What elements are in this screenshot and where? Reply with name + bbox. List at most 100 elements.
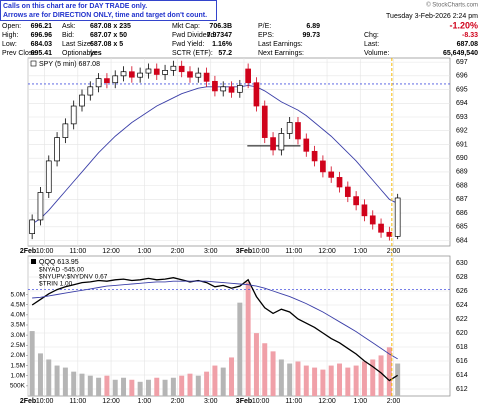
quote-value: -8.33 [462, 32, 478, 39]
x-tick-label: 3Feb [236, 398, 252, 405]
x-tick-label: 3:00 [204, 248, 218, 255]
y-tick-label: 694 [456, 100, 468, 107]
y-tick-label: 684 [456, 237, 468, 244]
volume-bar [179, 375, 185, 396]
y-tick-label: 612 [456, 386, 468, 393]
legend: $NYUPV:$NYDNV 0.67 [39, 274, 108, 281]
volume-tick-label: 4.0M [11, 312, 25, 319]
quote-value: 695.41 [31, 50, 53, 57]
volume-bar [262, 343, 268, 396]
volume-tick-label: 500K [10, 383, 26, 390]
volume-bar [162, 379, 168, 396]
volume-bar [87, 375, 93, 396]
y-tick-label: 622 [456, 316, 468, 323]
candle-body [79, 94, 85, 107]
quote-label: Last Earnings: [258, 41, 303, 48]
volume-tick-label: 1.0M [11, 372, 25, 379]
candle-body [261, 105, 268, 138]
quote-label: Mkt Cap: [172, 23, 200, 30]
candle-body [137, 72, 143, 78]
y-tick-label: 628 [456, 274, 468, 281]
volume-bar [378, 355, 384, 396]
candle-body [104, 78, 110, 84]
volume-tick-label: 2.5M [11, 342, 25, 349]
candle-body [128, 71, 135, 78]
volume-bar [386, 347, 392, 396]
volume-bar [29, 331, 35, 396]
volume-bar [320, 369, 326, 396]
quote-value: 687.08 x 5 [90, 41, 123, 48]
candle-body [145, 68, 152, 74]
x-tick-label: 1:00 [137, 398, 151, 405]
y-tick-label: 624 [456, 302, 468, 309]
y-tick-label: 687 [456, 196, 468, 203]
volume-bar [287, 363, 293, 396]
quote-label: Open: [2, 23, 21, 30]
candle-body [29, 219, 35, 234]
y-tick-label: 690 [456, 155, 468, 162]
legend: $NYAD -545.00 [39, 267, 84, 274]
x-tick-label: 1:00 [137, 248, 151, 255]
quote-value: 687.08 [457, 41, 479, 48]
quote-value: 7.97347 [207, 32, 232, 39]
quote-value: 65,649,540 [443, 50, 478, 57]
candle-body [187, 71, 193, 78]
candle-body [120, 71, 127, 77]
quote-value: 99.73 [302, 32, 320, 39]
volume-bar [303, 365, 309, 396]
quote-date: Tuesday 3-Feb-2026 2:24 pm [386, 13, 478, 20]
x-tick-label: 1:00 [353, 248, 367, 255]
legend: SPY (5 min) 687.08 [39, 61, 100, 68]
y-tick-label: 618 [456, 344, 468, 351]
volume-bar [270, 351, 276, 396]
x-tick-label: 1:00 [353, 398, 367, 405]
volume-bar [353, 365, 359, 396]
candle-body [270, 137, 276, 151]
y-tick-label: 692 [456, 128, 468, 135]
y-tick-label: 688 [456, 182, 468, 189]
volume-bar [145, 379, 151, 396]
candle-body [54, 137, 60, 162]
volume-bar [54, 365, 60, 396]
quote-value: 6.89 [306, 23, 320, 30]
quote-label: Ask: [62, 23, 76, 30]
volume-bar [62, 367, 68, 396]
quote-value: 1.16% [212, 41, 233, 48]
candle-body [212, 80, 218, 92]
candle-body [195, 72, 202, 78]
y-tick-label: 697 [456, 59, 468, 66]
price-line [31, 277, 399, 382]
x-tick-label: 10:00 [36, 398, 54, 405]
quote-label: P/E: [258, 23, 271, 30]
volume-bar [187, 373, 193, 396]
quote-label: Next Earnings: [258, 50, 304, 57]
candle-body [170, 65, 177, 71]
candle-body [320, 160, 326, 173]
x-tick-label: 12:00 [318, 248, 336, 255]
volume-tick-label: 1.5M [11, 362, 25, 369]
x-tick-label: 2Feb [20, 248, 36, 255]
x-tick-label: 12:00 [318, 398, 336, 405]
candle-body [369, 215, 376, 225]
candle-body [361, 204, 368, 217]
x-tick-label: 10:00 [252, 398, 270, 405]
quote-label: EPS: [258, 32, 274, 39]
x-tick-label: 10:00 [252, 248, 270, 255]
volume-tick-label: 4.5M [11, 301, 25, 308]
y-tick-label: 614 [456, 372, 468, 379]
quote-label: Fwd Yield: [172, 41, 204, 48]
y-tick-label: 696 [456, 73, 468, 80]
volume-bar [37, 353, 43, 396]
quote-value: yes [90, 50, 102, 57]
y-tick-label: 630 [456, 260, 468, 267]
x-tick-label: 2:00 [171, 248, 185, 255]
candle-body [45, 160, 52, 193]
change-percent: -1.20% [449, 20, 478, 30]
candle-body [62, 123, 69, 138]
x-tick-label: 12:00 [102, 398, 120, 405]
x-tick-label: 11:00 [69, 398, 86, 405]
quote-value: 684.03 [31, 41, 53, 48]
candle-body [203, 72, 210, 82]
